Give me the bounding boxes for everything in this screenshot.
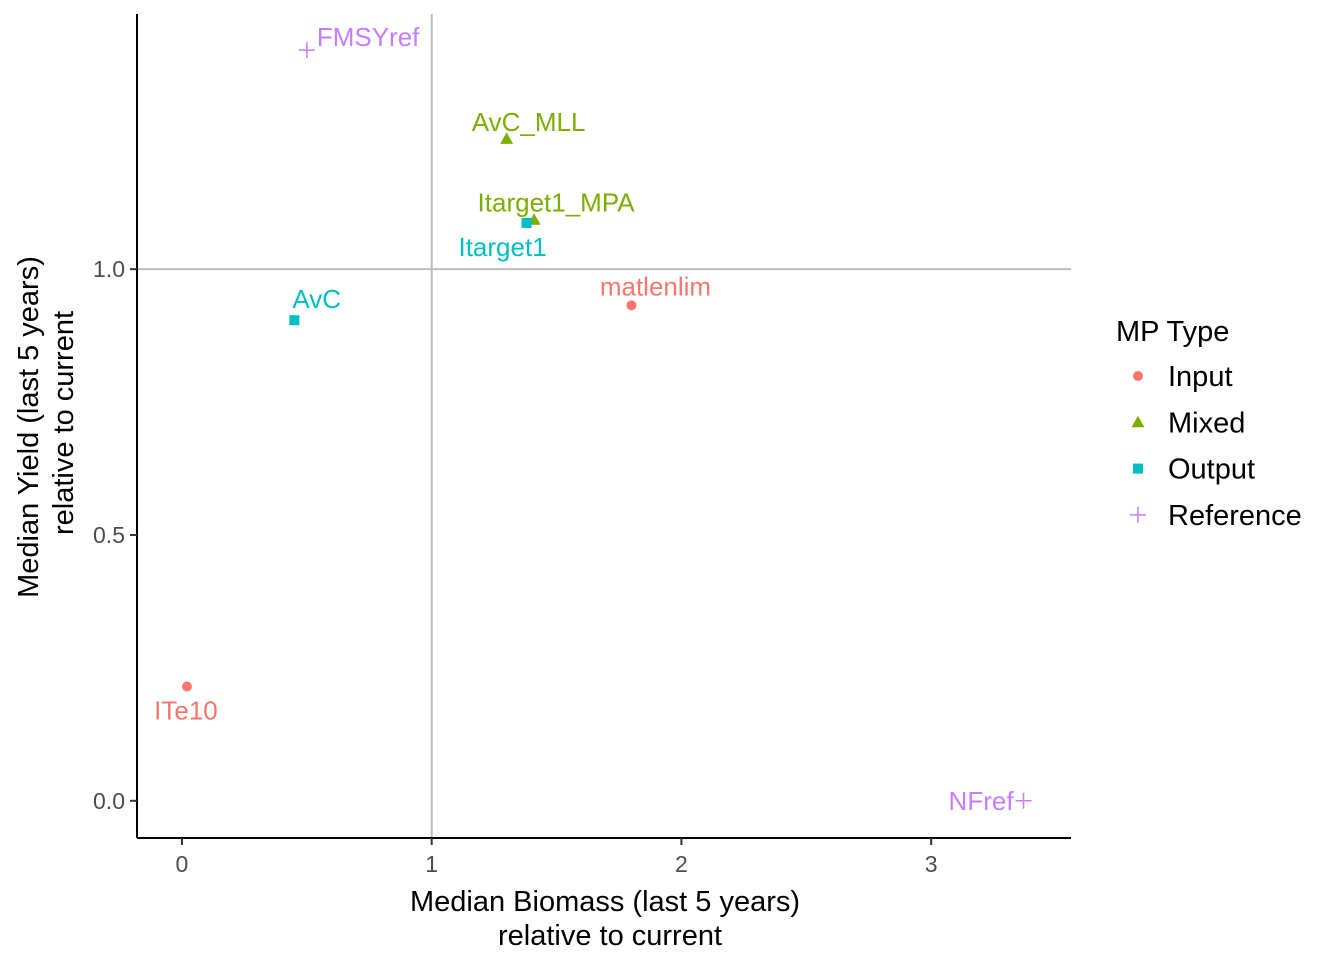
- y-tick-label: 0.0: [93, 788, 125, 814]
- point-fmsyref: [298, 42, 315, 59]
- axes: [136, 14, 1071, 839]
- x-tick-label: 2: [675, 851, 688, 877]
- y-axis-title: Median Yield (last 5 years) relative to …: [13, 256, 80, 598]
- y-tick-label: 1.0: [93, 256, 125, 282]
- label-avc: AvC: [292, 284, 341, 314]
- legend: MP Type Input Mixed Output Reference: [1116, 316, 1302, 532]
- legend-label-input: Input: [1168, 361, 1233, 393]
- point-itarget1: [521, 217, 532, 228]
- label-ite10: ITe10: [154, 695, 218, 725]
- label-matlenlim: matlenlim: [600, 271, 711, 301]
- y-tick-label: 0.5: [93, 522, 125, 548]
- legend-key-input: [1133, 371, 1143, 381]
- x-tick-label: 3: [925, 851, 938, 877]
- point-nfref: [1015, 792, 1032, 809]
- label-avc-mll: AvC_MLL: [472, 107, 586, 137]
- x-axis-title-line1: Median Biomass (last 5 years): [410, 886, 800, 918]
- tick-labels: 0 1 2 3 0.0 0.5 1.0: [93, 256, 938, 877]
- label-itarget1: Itarget1: [458, 232, 546, 262]
- legend-key-output: [1133, 463, 1143, 474]
- point-avc-mll: [500, 132, 514, 144]
- legend-label-mixed: Mixed: [1168, 407, 1245, 439]
- label-nfref: NFref: [949, 786, 1015, 816]
- x-axis-title: Median Biomass (last 5 years) relative t…: [410, 886, 800, 952]
- legend-key-mixed: [1131, 415, 1145, 428]
- x-tick-label: 0: [176, 851, 189, 877]
- point-avc: [289, 315, 300, 326]
- point-labels: FMSYref AvC_MLL Itarget1_MPA Itarget1 matlen…: [154, 22, 1014, 816]
- point-matlenlim: [626, 300, 637, 311]
- legend-label-output: Output: [1168, 454, 1255, 486]
- reference-lines: [137, 14, 1071, 838]
- data-points: [181, 42, 1032, 809]
- point-ite10: [181, 681, 192, 692]
- x-axis-title-line2: relative to current: [498, 920, 722, 952]
- y-axis-title-line1: Median Yield (last 5 years): [13, 256, 45, 598]
- label-fmsyref: FMSYref: [317, 22, 420, 52]
- legend-key-reference: [1130, 506, 1146, 523]
- label-itarget1-mpa: Itarget1_MPA: [478, 188, 636, 218]
- legend-label-reference: Reference: [1168, 500, 1302, 532]
- y-axis-title-line2: relative to current: [48, 311, 80, 535]
- x-tick-label: 1: [425, 851, 438, 877]
- legend-title: MP Type: [1116, 316, 1229, 348]
